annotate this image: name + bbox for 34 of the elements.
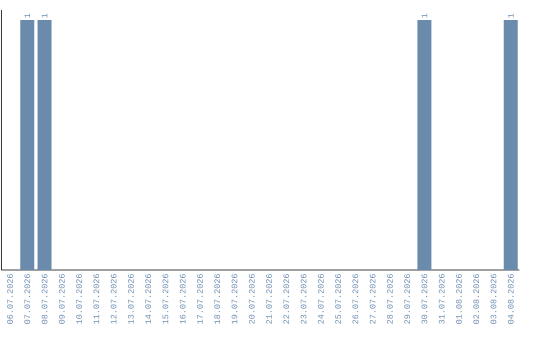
x-tick-label: 23.07.2026	[300, 274, 306, 324]
x-tick-label: 08.07.2026	[42, 274, 48, 324]
x-tick-label: 17.07.2026	[197, 274, 203, 324]
data-label: 1	[508, 14, 514, 18]
data-label: 1	[422, 14, 428, 18]
x-tick-label: 14.07.2026	[145, 274, 152, 324]
x-tick-label: 22.07.2026	[283, 274, 290, 324]
x-tick-label: 15.07.2026	[162, 274, 168, 324]
x-tick-label: 27.07.2026	[370, 274, 376, 324]
x-tick-label: 03.08.2026	[490, 274, 496, 324]
x-tick-label: 10.07.2026	[76, 274, 82, 324]
data-label: 1	[42, 14, 48, 18]
x-tick-label: 11.07.2026	[93, 274, 100, 324]
x-tick-label: 07.07.2026	[24, 274, 30, 324]
x-tick-label: 19.07.2026	[232, 274, 238, 324]
x-tick-label: 24.07.2026	[318, 274, 324, 324]
x-tick-label: 20.07.2026	[248, 274, 255, 324]
x-tick-label: 25.07.2026	[335, 274, 341, 324]
x-tick-label: 13.07.2026	[128, 274, 134, 324]
x-tick-label: 26.07.2026	[352, 274, 358, 324]
x-tick-label: 21.07.2026	[266, 274, 272, 324]
x-tick-label: 12.07.2026	[110, 274, 116, 324]
x-tick-label: 01.08.2026	[456, 274, 462, 324]
x-tick-label: 09.07.2026	[58, 274, 65, 324]
x-tick-label: 28.07.2026	[386, 274, 393, 324]
x-tick-label: 04.08.2026	[508, 274, 514, 324]
x-tick-label: 29.07.2026	[404, 274, 410, 324]
data-label: 1	[24, 14, 30, 18]
x-tick-label: 06.07.2026	[7, 274, 13, 324]
x-tick-label: 16.07.2026	[180, 274, 186, 324]
x-tick-label: 30.07.2026	[422, 274, 428, 324]
x-tick-label: 18.07.2026	[214, 274, 220, 324]
x-tick-label: 02.08.2026	[473, 274, 480, 324]
x-tick-label: 31.07.2026	[438, 274, 445, 324]
